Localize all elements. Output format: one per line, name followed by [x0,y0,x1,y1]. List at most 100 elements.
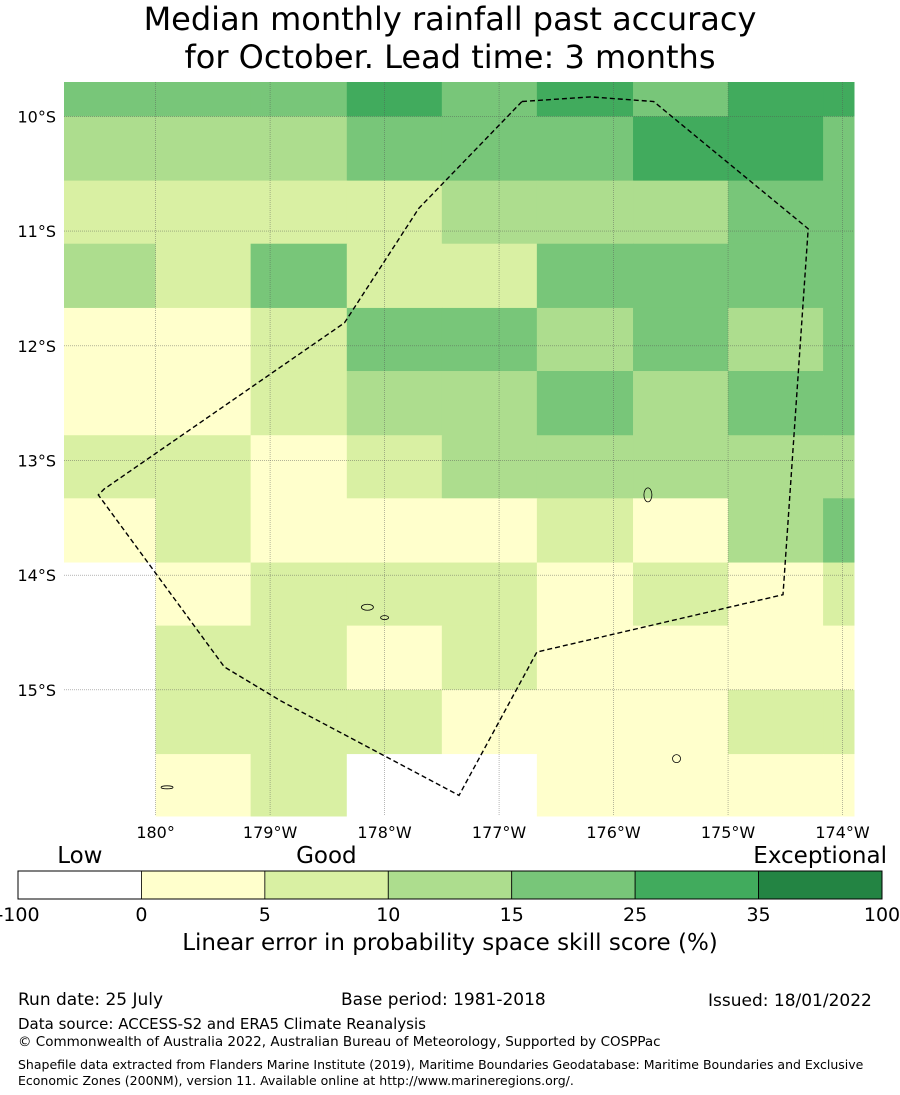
island-outline [380,615,389,620]
skill-cell [155,243,252,309]
base-period: Base period: 1981-2018 [341,990,546,1010]
title-line-1: Median monthly rainfall past accuracy [143,0,757,38]
skill-cell [536,689,634,755]
island-outline [361,603,374,611]
skill-cell [155,371,252,436]
skill-cell [64,435,157,499]
skill-cell [441,689,538,755]
skill-cell [346,498,443,564]
skill-cell [441,435,538,499]
skill-cell [64,307,157,372]
skill-cell [64,625,157,691]
skill-cell [250,689,348,755]
longitude-tick-label: 178°W [357,823,412,842]
colorbar-tick-label: 35 [746,904,770,926]
skill-cell [728,371,824,436]
skill-map: 180° 179°W 178°W 177°W 176°W 175°W 174°W 10°S1… [17,82,870,842]
skill-cell [64,180,157,245]
skill-cell [250,116,348,182]
chart-title: Median monthly rainfall past accuracy fo… [0,0,900,76]
skill-cell [64,562,157,627]
colorbar-swatch [387,870,513,900]
skill-cell [155,754,252,817]
longitude-tick-label: 180° [136,823,175,842]
longitude-tick-label: 179°W [243,823,298,842]
skill-cell [728,498,824,564]
skill-cell [64,243,157,309]
skill-cell [346,562,443,627]
shapefile-credit: Shapefile data extracted from Flanders M… [18,1057,864,1088]
skill-cell [155,435,252,499]
colorbar-tick-label: 10 [376,904,400,926]
skill-cell [250,243,348,309]
map-gridlines [64,82,854,816]
skill-cell [250,371,348,436]
legend-category-label: Low [57,843,103,869]
skill-cell [823,116,855,182]
skill-cell [823,371,855,436]
skill-cell [64,498,157,564]
skill-cell [346,180,443,245]
skill-cell [250,562,348,627]
issued-date: Issued: 18/01/2022 [708,991,872,1011]
longitude-tick-labels: 180° 179°W 178°W 177°W 176°W 175°W 174°W [136,823,870,842]
skill-cell [536,435,634,499]
colorbar-swatch [17,870,142,900]
skill-cell [633,371,729,436]
skill-cell [536,562,634,627]
latitude-tick-label: 15°S [17,681,56,700]
skill-cell [441,498,538,564]
skill-cell [441,562,538,627]
skill-cell [155,562,252,627]
skill-cell [536,371,634,436]
skill-cell [823,625,855,691]
colorbar-swatch [634,870,759,900]
skill-cell [346,371,443,436]
skill-cell [441,116,538,182]
skill-cell [633,180,729,245]
skill-cell [155,498,252,564]
latitude-tick-label: 10°S [17,107,56,126]
skill-cell [536,498,634,564]
title-line-2: for October. Lead time: 3 months [184,38,716,76]
colorbar-swatch [758,870,883,900]
skill-cell [633,754,729,817]
colorbar-tick-label: 25 [623,904,647,926]
skill-cell [155,180,252,245]
skill-cell [346,307,443,372]
latitude-tick-label: 14°S [17,566,56,585]
skill-cell [346,82,443,117]
skill-cell [250,307,348,372]
skill-cell [823,180,855,245]
skill-cell [441,180,538,245]
longitude-tick-label: 174°W [815,823,870,842]
skill-cell [441,307,538,372]
colorbar-frame [17,870,883,900]
longitude-tick-label: 176°W [586,823,641,842]
colorbar-cells [17,870,883,900]
island-outline [672,754,681,764]
skill-cell [823,498,855,564]
skill-cell [346,116,443,182]
skill-cell [250,180,348,245]
skill-cell [823,562,855,627]
skill-cell [155,82,252,117]
skill-cell [633,689,729,755]
skill-cell [823,754,855,817]
skill-cell [728,562,824,627]
skill-cell [155,689,252,755]
skill-cell [155,625,252,691]
skill-cell [64,82,157,117]
colorbar-tick-label: -100 [0,904,40,926]
data-source: Data source: ACCESS-S2 and ERA5 Climate … [18,1015,426,1033]
skill-cell [441,371,538,436]
skill-cell [823,307,855,372]
copyright-notice: © Commonwealth of Australia 2022, Austra… [18,1034,661,1050]
skill-cell [536,307,634,372]
skill-cell [536,754,634,817]
longitude-tick-label: 175°W [701,823,756,842]
skill-cell [250,754,348,817]
colorbar: -100 0 5 10 15 25 35 100 [0,870,900,926]
latitude-tick-label: 11°S [17,222,56,241]
skill-cell [823,689,855,755]
